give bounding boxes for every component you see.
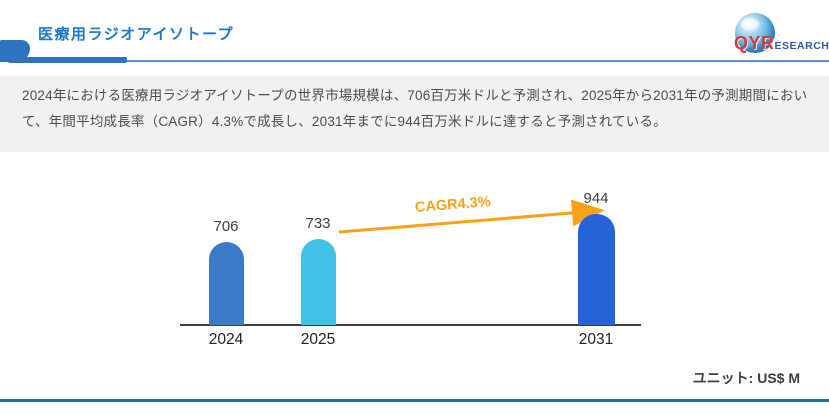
x-tick-label-2024: 2024	[208, 331, 244, 348]
header-divider-thin	[100, 60, 829, 62]
x-axis-line	[180, 324, 641, 326]
bar-2024	[208, 242, 244, 325]
x-tick-label-2031: 2031	[578, 331, 614, 348]
cagr-arrow-line	[338, 199, 605, 234]
logo-text-research: ESEARCH	[774, 40, 829, 52]
bar-2031	[577, 214, 615, 325]
header-tab-shape	[0, 40, 30, 62]
footer-divider	[0, 399, 829, 402]
cagr-arrow	[338, 199, 605, 234]
logo-text-qyr: QYR	[734, 33, 775, 53]
page-title: 医療用ラジオアイソトープ	[38, 26, 235, 43]
bar-value-2031: 944	[583, 190, 609, 207]
qyresearch-logo: QYRESEARCH	[731, 11, 829, 59]
bar-value-2024: 706	[213, 218, 239, 235]
x-tick-label-2025: 2025	[300, 331, 336, 348]
logo-text: QYRESEARCH	[734, 33, 829, 54]
bar-2025	[300, 239, 336, 325]
header-divider-thick	[8, 57, 127, 63]
unit-label: ユニット: US$ M	[692, 370, 800, 386]
market-summary-text: 2024年における医療用ラジオアイソトープの世界市場規模は、706百万米ドルと予…	[22, 88, 808, 129]
description-band: 2024年における医療用ラジオアイソトープの世界市場規模は、706百万米ドルと予…	[0, 76, 829, 152]
globe-icon	[735, 13, 775, 53]
bar-value-2025: 733	[305, 215, 331, 232]
